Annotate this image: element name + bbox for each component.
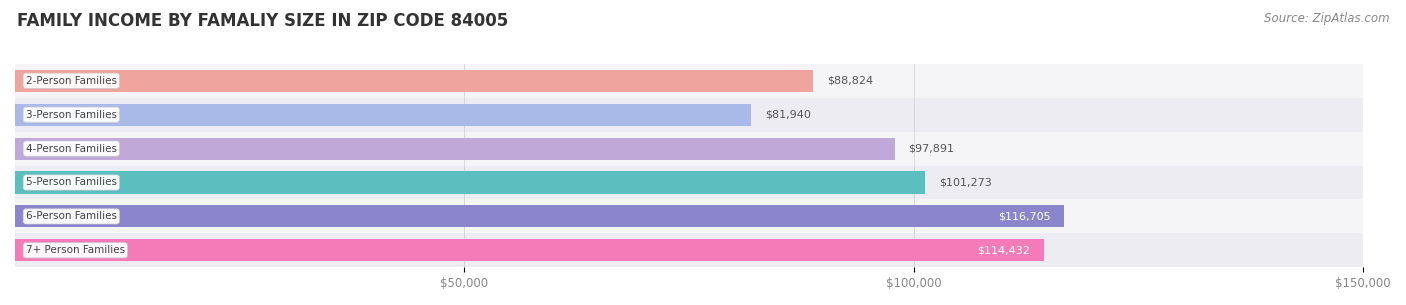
Text: 5-Person Families: 5-Person Families (25, 178, 117, 188)
Text: $114,432: $114,432 (977, 245, 1031, 255)
Bar (15, 166, 1364, 199)
Bar (15, 239, 1043, 261)
Text: $97,891: $97,891 (908, 144, 955, 154)
Bar (15, 98, 1364, 132)
Bar (15, 233, 1364, 267)
Text: FAMILY INCOME BY FAMALIY SIZE IN ZIP CODE 84005: FAMILY INCOME BY FAMALIY SIZE IN ZIP COD… (17, 12, 508, 30)
Text: $88,824: $88,824 (827, 76, 873, 86)
Text: 7+ Person Families: 7+ Person Families (25, 245, 125, 255)
Text: 6-Person Families: 6-Person Families (25, 211, 117, 221)
Text: $116,705: $116,705 (998, 211, 1050, 221)
Text: $81,940: $81,940 (765, 110, 811, 120)
Text: 2-Person Families: 2-Person Families (25, 76, 117, 86)
Bar (15, 64, 1364, 98)
Bar (15, 205, 1064, 228)
Text: 4-Person Families: 4-Person Families (25, 144, 117, 154)
Bar (15, 70, 813, 92)
Bar (15, 171, 925, 193)
Text: $101,273: $101,273 (939, 178, 991, 188)
Text: Source: ZipAtlas.com: Source: ZipAtlas.com (1264, 12, 1389, 25)
Bar (15, 132, 1364, 166)
Bar (15, 138, 894, 160)
Bar (15, 104, 751, 126)
Bar (15, 199, 1364, 233)
Text: 3-Person Families: 3-Person Families (25, 110, 117, 120)
